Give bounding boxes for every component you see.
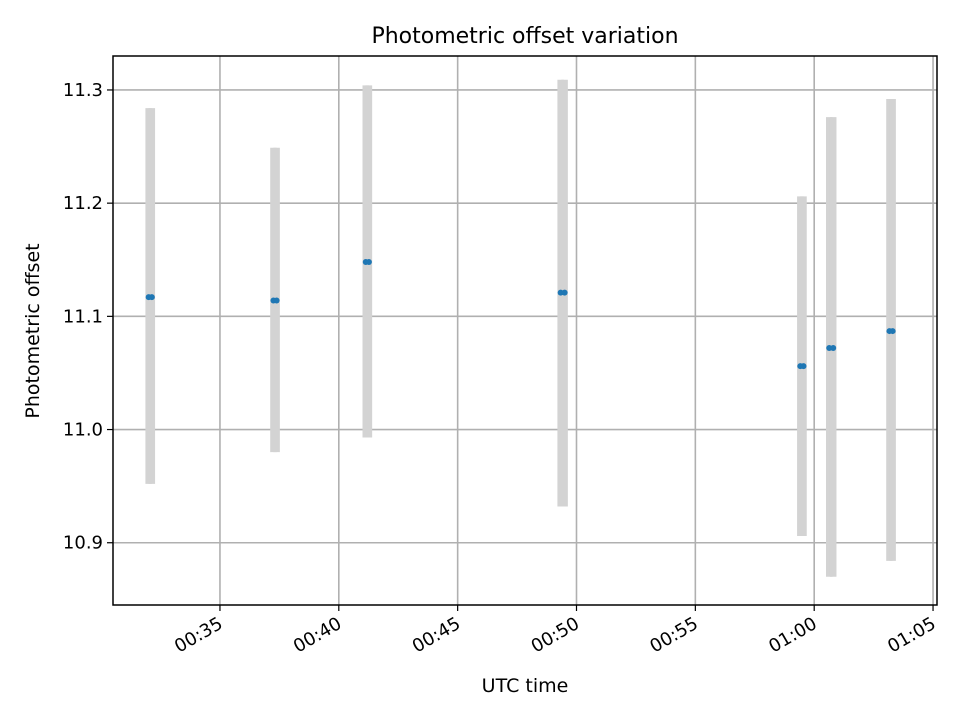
data-point bbox=[830, 345, 837, 352]
data-point bbox=[365, 259, 372, 266]
data-point bbox=[561, 289, 568, 296]
chart-title: Photometric offset variation bbox=[371, 24, 678, 49]
data-point bbox=[148, 294, 155, 301]
y-tick-label: 11.3 bbox=[63, 80, 103, 101]
data-point bbox=[273, 297, 280, 304]
x-axis-label: UTC time bbox=[482, 675, 569, 697]
y-axis-label: Photometric offset bbox=[22, 243, 44, 418]
y-tick-label: 11.0 bbox=[63, 420, 103, 441]
y-tick-label: 11.2 bbox=[63, 193, 103, 214]
point-layer bbox=[145, 259, 896, 370]
data-point bbox=[889, 328, 896, 335]
y-tick-label: 10.9 bbox=[63, 533, 103, 554]
data-point bbox=[800, 363, 807, 370]
y-tick-label: 11.1 bbox=[63, 306, 103, 327]
plot-frame bbox=[112, 55, 938, 606]
